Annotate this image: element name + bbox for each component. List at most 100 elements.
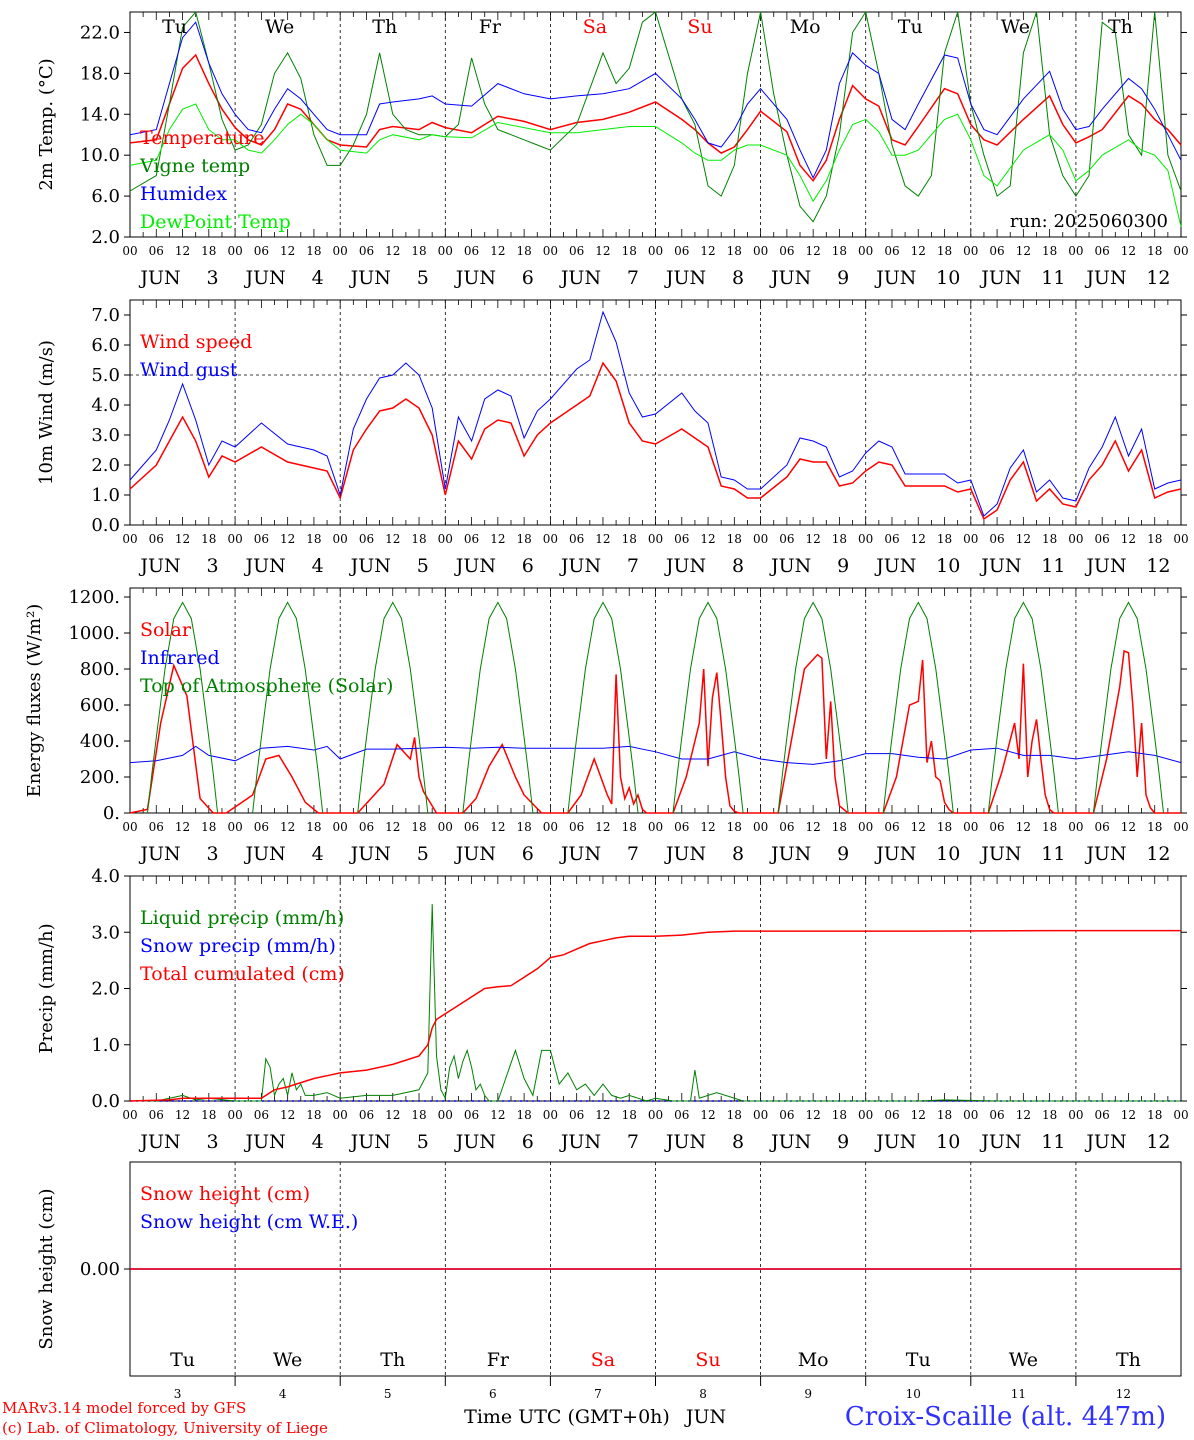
hour-label: 06: [149, 820, 164, 834]
day-number-label: 7: [594, 1387, 602, 1401]
day-date-label: 10: [936, 843, 960, 865]
hour-label: 00: [438, 1108, 453, 1122]
month-label: JUN: [664, 843, 706, 865]
month-label: JUN: [244, 267, 286, 289]
hour-label: 06: [464, 532, 479, 546]
day-date-label: 3: [207, 1131, 219, 1153]
day-date-label: 7: [627, 1131, 639, 1153]
weekday-label: Tu: [906, 1349, 931, 1371]
day-number-label: 10: [906, 1387, 921, 1401]
hour-label: 06: [464, 244, 479, 258]
hour-label: 18: [306, 820, 321, 834]
hour-label: 00: [333, 1108, 348, 1122]
month-label: JUN: [244, 555, 286, 577]
hour-label: 06: [989, 532, 1004, 546]
lab-credit: (c) Lab. of Climatology, University of L…: [2, 1419, 328, 1437]
hour-label: 06: [149, 532, 164, 546]
y-tick-label: 4.0: [91, 395, 120, 416]
month-label: JUN: [874, 555, 916, 577]
day-date-label: 12: [1146, 555, 1170, 577]
hour-label: 18: [937, 820, 952, 834]
weekday-label: Fr: [487, 1349, 510, 1371]
hour-label: 18: [516, 244, 531, 258]
hour-label: 00: [543, 244, 558, 258]
month-label: JUN: [874, 843, 916, 865]
day-number-label: 12: [1116, 1387, 1131, 1401]
hour-label: 00: [963, 820, 978, 834]
series-liquid-precip-line: [130, 904, 1181, 1102]
hour-label: 18: [516, 1108, 531, 1122]
y-tick-label: 6.0: [91, 335, 120, 356]
hour-label: 18: [622, 1108, 637, 1122]
day-date-label: 7: [627, 843, 639, 865]
hour-label: 18: [937, 1108, 952, 1122]
series-top-of-atmosphere-solar--line: [1092, 601, 1164, 814]
hour-label: 00: [648, 532, 663, 546]
hour-label: 06: [149, 1108, 164, 1122]
hour-label: 06: [884, 1108, 899, 1122]
weekday-label: Mo: [790, 16, 821, 38]
month-label: JUN: [454, 1131, 496, 1153]
month-label: JUN: [138, 267, 180, 289]
y-tick-label: 200.: [80, 767, 120, 788]
month-label: JUN: [138, 843, 180, 865]
month-label: JUN: [349, 1131, 391, 1153]
hour-label: 18: [411, 820, 426, 834]
hour-label: 18: [1042, 1108, 1057, 1122]
month-label: JUN: [454, 267, 496, 289]
month-label: JUN: [138, 555, 180, 577]
hour-label: 06: [884, 244, 899, 258]
hour-label: 00: [753, 820, 768, 834]
series-top-of-atmosphere-solar--line: [567, 601, 639, 814]
hour-label: 06: [1095, 532, 1110, 546]
weekday-label: Su: [695, 1349, 720, 1371]
month-label: JUN: [979, 555, 1021, 577]
day-date-label: 8: [732, 843, 744, 865]
day-date-label: 3: [207, 555, 219, 577]
legend-snow-height-cm: Snow height (cm): [140, 1183, 310, 1205]
day-date-label: 12: [1146, 1131, 1170, 1153]
hour-label: 00: [963, 244, 978, 258]
hour-label: 12: [700, 532, 715, 546]
weekday-label: Sa: [591, 1349, 615, 1371]
y-tick-label: 400.: [80, 731, 120, 752]
hour-label: 06: [674, 1108, 689, 1122]
hour-label: 18: [727, 244, 742, 258]
month-label: JUN: [874, 267, 916, 289]
y-tick-label: 0.0: [91, 1091, 120, 1112]
series-top-of-atmosphere-solar--line: [672, 601, 744, 814]
month-label: JUN: [1084, 843, 1126, 865]
hour-label: 12: [280, 532, 295, 546]
hour-label: 00: [1173, 1108, 1188, 1122]
hour-label: 12: [280, 244, 295, 258]
series-wind-speed-line: [129, 361, 1182, 521]
day-date-label: 9: [837, 555, 849, 577]
hour-label: 18: [727, 820, 742, 834]
month-label: JUN: [244, 843, 286, 865]
hour-label: 18: [1147, 820, 1162, 834]
month-label: JUN: [769, 843, 811, 865]
month-label: JUN: [138, 1131, 180, 1153]
series-top-of-atmosphere-solar--line: [777, 601, 849, 814]
hour-label: 12: [175, 820, 190, 834]
y-tick-label: 2.0: [91, 227, 120, 248]
y-tick-label: 10.0: [80, 145, 120, 166]
hour-label: 12: [1121, 244, 1136, 258]
day-number-label: 8: [699, 1387, 707, 1401]
hour-label: 06: [149, 244, 164, 258]
hour-label: 06: [359, 244, 374, 258]
y-tick-label: 1.0: [91, 1035, 120, 1056]
y-axis-label: Precip (mm/h): [36, 923, 57, 1053]
hour-label: 06: [254, 1108, 269, 1122]
hour-label: 18: [1042, 244, 1057, 258]
day-date-label: 9: [837, 843, 849, 865]
legend-wind-gust: Wind gust: [140, 359, 238, 381]
hour-label: 00: [122, 532, 137, 546]
hour-label: 06: [779, 820, 794, 834]
hour-label: 12: [1016, 244, 1031, 258]
hour-label: 06: [989, 244, 1004, 258]
hour-label: 06: [359, 1108, 374, 1122]
hour-label: 18: [937, 532, 952, 546]
panel-frame-3: [129, 587, 1182, 814]
